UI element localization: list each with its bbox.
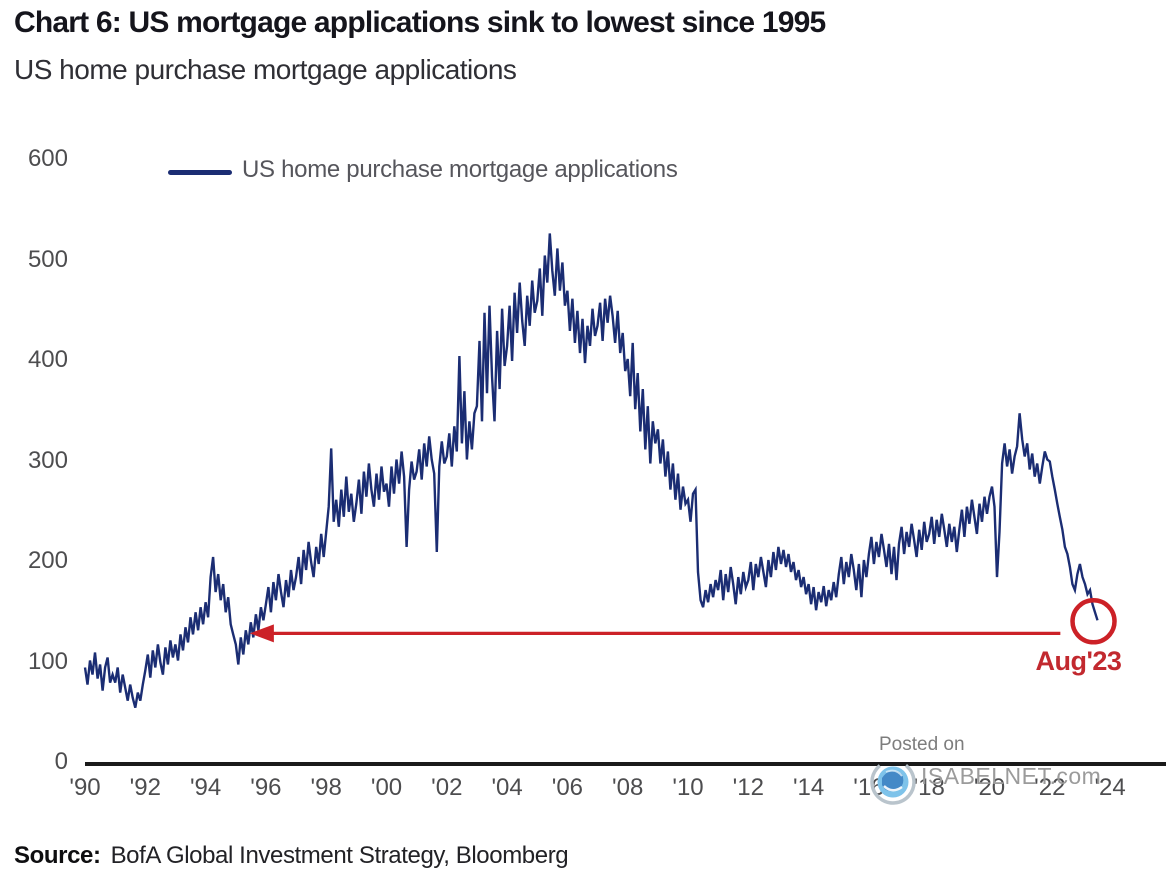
x-tick-label: '90 <box>69 774 101 801</box>
annotation-arrow-head <box>249 624 274 643</box>
legend: US home purchase mortgage applications <box>168 156 678 184</box>
x-tick-label: '94 <box>189 774 222 801</box>
x-tick-label: '18 <box>913 774 945 801</box>
source-text: BofA Global Investment Strategy, Bloombe… <box>110 842 569 869</box>
y-tick-label: 500 <box>27 245 68 273</box>
y-tick-label: 0 <box>54 748 68 775</box>
aug-23-highlight-circle <box>1070 598 1117 645</box>
x-tick-label: '12 <box>732 774 764 801</box>
x-tick-label: '00 <box>370 774 403 801</box>
chart-subtitle: US home purchase mortgage applications <box>14 54 517 85</box>
x-tick-label: '22 <box>1034 774 1066 801</box>
chart-title: Chart 6: US mortgage applications sink t… <box>14 6 826 39</box>
source-line: Source: BofA Global Investment Strategy, … <box>14 842 569 870</box>
y-tick-label: 200 <box>27 547 68 574</box>
x-tick-label: '06 <box>551 774 584 801</box>
x-tick-label: '08 <box>612 774 644 801</box>
x-tick-label: '98 <box>310 774 342 801</box>
x-tick-label: '14 <box>792 774 825 801</box>
source-label: Source: <box>14 842 101 869</box>
legend-line-swatch <box>168 169 232 175</box>
x-tick-label: '24 <box>1094 774 1126 801</box>
x-tick-label: '10 <box>672 774 704 801</box>
isabelnet-swirl-logo <box>870 759 916 805</box>
aug-23-annotation-label: Aug'23 <box>1035 646 1122 677</box>
data-series-line <box>83 233 1099 709</box>
x-tick-label: '96 <box>250 774 282 801</box>
x-tick-label: '02 <box>431 774 463 801</box>
x-tick-label: '20 <box>973 774 1006 801</box>
posted-on-text: Posted on <box>879 734 965 755</box>
y-tick-label: 400 <box>27 346 68 373</box>
legend-label: US home purchase mortgage applications <box>242 156 678 183</box>
y-tick-label: 300 <box>27 446 68 474</box>
y-tick-label: 600 <box>27 145 68 172</box>
x-tick-label: '04 <box>491 774 523 801</box>
isabelnet-watermark-text: ISABELNET.com <box>921 763 1102 789</box>
x-tick-label: '92 <box>129 774 161 801</box>
y-tick-label: 100 <box>27 647 68 675</box>
